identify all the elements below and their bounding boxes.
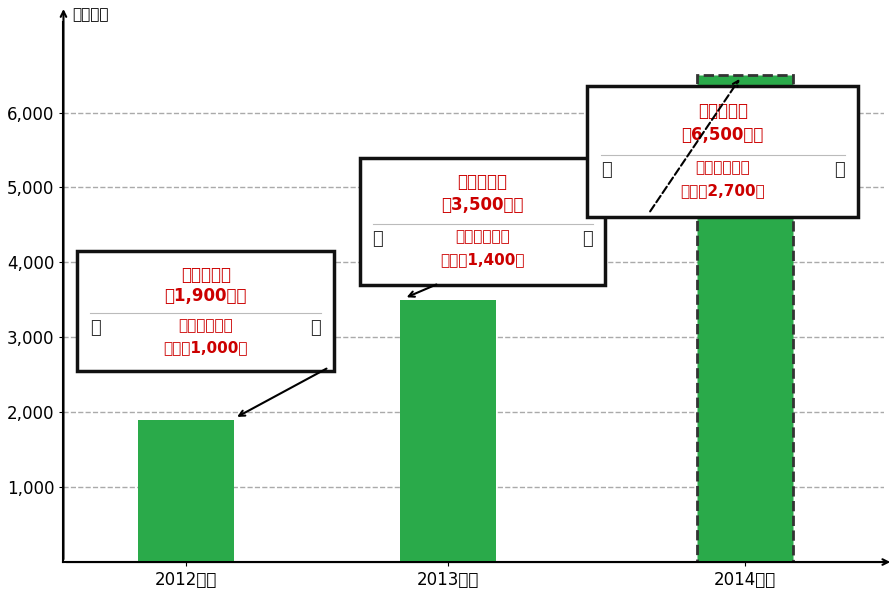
FancyBboxPatch shape: [360, 157, 604, 285]
Text: 賦課金総額: 賦課金総額: [697, 102, 747, 120]
Bar: [138, 420, 233, 562]
Text: 約3,500億円: 約3,500億円: [441, 195, 523, 214]
Text: 一家庭当たり: 一家庭当たり: [178, 318, 233, 333]
Text: 年間約1,000円: 年間約1,000円: [164, 340, 248, 355]
FancyBboxPatch shape: [586, 86, 857, 218]
Text: ）: ）: [833, 162, 844, 179]
Text: 賦課金総額: 賦課金総額: [181, 266, 231, 284]
Text: （: （: [90, 319, 101, 337]
Text: 一家庭当たり: 一家庭当たり: [695, 160, 749, 175]
Bar: [696, 75, 792, 562]
Text: ）: ）: [310, 319, 321, 337]
Text: 賦課金総額: 賦課金総額: [457, 173, 507, 191]
Text: 年間約1,400円: 年間約1,400円: [440, 252, 524, 267]
Text: 約6,500億円: 約6,500億円: [681, 126, 763, 144]
Text: 一家庭当たり: 一家庭当たり: [455, 229, 510, 244]
Text: ）: ）: [581, 230, 592, 248]
Bar: [400, 300, 495, 562]
Text: 年間約2,700円: 年間約2,700円: [679, 184, 764, 198]
Text: （: （: [600, 162, 611, 179]
FancyBboxPatch shape: [78, 251, 333, 371]
Text: （: （: [372, 230, 383, 248]
Text: 約1,900億円: 約1,900億円: [164, 287, 247, 305]
Text: （億円）: （億円）: [72, 7, 108, 22]
